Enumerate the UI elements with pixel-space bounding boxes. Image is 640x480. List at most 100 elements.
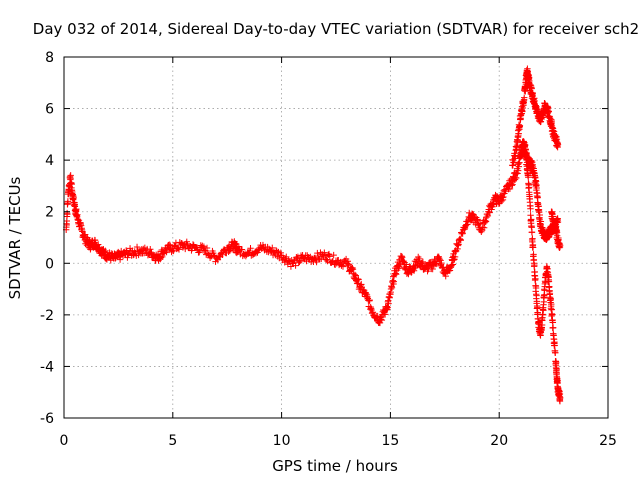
data-point-main	[514, 170, 521, 177]
data-point-main	[269, 244, 276, 252]
data-point-main	[68, 180, 75, 188]
data-point-main	[314, 252, 322, 260]
x-tick-label: 0	[60, 433, 69, 449]
x-axis-label: GPS time / hours	[272, 457, 398, 475]
data-point-lower-branch	[549, 324, 557, 331]
data-point-lower-branch	[529, 244, 537, 251]
y-tick-label: 2	[45, 205, 54, 221]
data-point-main	[247, 245, 254, 252]
data-point-lower-branch	[533, 292, 540, 299]
data-point-main	[175, 246, 183, 253]
data-point-upper-branch	[512, 153, 519, 160]
data-point-main	[498, 197, 505, 205]
data-point-main	[321, 249, 328, 256]
data-point-main	[225, 248, 232, 255]
data-point-lower-branch	[532, 275, 539, 283]
data-point-main	[338, 262, 345, 269]
data-point-main	[384, 304, 391, 311]
data-point-main	[326, 253, 333, 260]
x-tick-label: 25	[599, 433, 617, 449]
data-point-main	[147, 246, 154, 253]
data-point-main	[381, 311, 389, 318]
data-point-main	[296, 258, 303, 265]
data-point-main	[124, 254, 131, 261]
data-point-main	[79, 228, 86, 235]
data-point-main	[339, 263, 347, 270]
data-point-main	[277, 249, 285, 257]
x-tick-label: 15	[381, 433, 399, 449]
data-point-main	[537, 218, 545, 225]
data-point-lower-branch	[534, 309, 541, 317]
data-point-main	[283, 253, 290, 261]
data-point-main	[172, 239, 180, 247]
data-point-upper-branch	[554, 141, 562, 148]
data-point-main	[378, 316, 386, 324]
data-point-main	[330, 251, 337, 259]
data-point-main	[366, 296, 373, 304]
data-point-main	[242, 253, 250, 260]
data-point-upper-branch	[529, 89, 536, 97]
data-point-main	[474, 216, 481, 223]
data-point-main	[255, 246, 262, 253]
data-point-main	[476, 220, 484, 227]
data-point-lower-branch	[530, 251, 537, 258]
axis-layer: 0 5 10 15 20 25 -6 -4 -2 0 2 4 6 8	[40, 50, 617, 449]
y-tick-label: -2	[40, 308, 54, 324]
data-point-lower-branch	[532, 284, 540, 292]
data-point-main	[390, 278, 398, 285]
grid-layer	[64, 57, 608, 418]
x-tick-label: 20	[490, 433, 508, 449]
data-point-lower-branch	[549, 311, 556, 318]
data-point-main	[157, 254, 165, 261]
data-point-lower-branch	[528, 216, 535, 223]
data-point-main	[183, 238, 190, 246]
data-point-lower-branch	[531, 261, 538, 269]
data-point-main	[203, 244, 211, 252]
y-tick-label: 8	[45, 50, 54, 66]
data-point-lower-branch	[523, 156, 530, 163]
data-point-main	[199, 242, 206, 250]
data-point-main	[189, 241, 197, 248]
data-point-upper-branch	[516, 122, 524, 129]
data-point-main	[400, 257, 407, 265]
y-tick-label: 6	[45, 102, 54, 118]
data-point-main	[200, 243, 208, 250]
data-point-main	[175, 244, 182, 252]
y-tick-label: -4	[40, 359, 54, 375]
data-point-lower-branch	[527, 205, 534, 212]
data-point-main	[324, 257, 331, 265]
data-point-upper-branch	[510, 159, 518, 166]
data-point-main	[388, 284, 396, 291]
data-point-upper-branch	[521, 94, 528, 101]
data-point-main	[392, 271, 400, 278]
data-point-main	[449, 261, 457, 268]
y-tick-label: -6	[40, 411, 54, 427]
data-point-main	[427, 259, 435, 266]
data-point-main	[534, 193, 541, 201]
y-tick-label: 0	[45, 256, 54, 272]
data-point-main	[166, 241, 173, 248]
data-point-right-tail	[556, 242, 564, 249]
data-point-lower-branch	[529, 235, 536, 242]
data-point-lower-branch	[521, 142, 528, 149]
data-point-lower-branch	[548, 300, 555, 308]
data-point-main	[94, 241, 102, 248]
data-point-main	[416, 255, 423, 263]
data-point-main	[536, 211, 543, 219]
data-point-lower-branch	[528, 228, 536, 236]
data-point-main	[220, 246, 228, 253]
data-point-lower-branch	[556, 394, 564, 401]
data-point-main	[442, 272, 449, 280]
data-point-main	[64, 198, 72, 205]
data-point-main	[514, 167, 522, 174]
data-point-main	[509, 181, 516, 188]
data-point-main	[515, 163, 522, 170]
x-tick-label: 5	[168, 433, 177, 449]
data-point-main	[419, 258, 427, 266]
data-point-lower-branch	[525, 174, 532, 181]
data-point-main	[303, 257, 310, 265]
data-point-main	[500, 193, 507, 201]
data-point-lower-branch	[540, 307, 547, 314]
chart-title: Day 032 of 2014, Sidereal Day-to-day VTE…	[33, 20, 639, 38]
